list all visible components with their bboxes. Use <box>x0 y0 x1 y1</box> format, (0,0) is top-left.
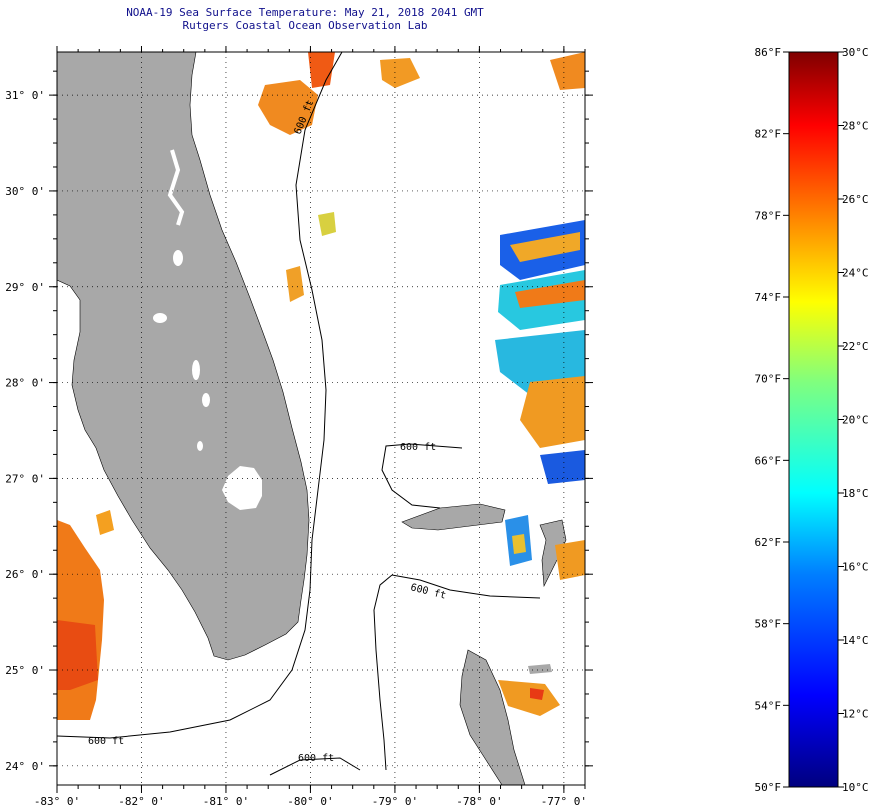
map-subtitle: Rutgers Coastal Ocean Observation Lab <box>182 19 428 32</box>
lat-tick-label: 30° 0' <box>5 185 45 198</box>
lon-tick-label: -80° 0' <box>287 795 333 808</box>
colorbar-label-c: 20°C <box>842 414 869 427</box>
isobath-label: 600 ft <box>88 736 124 747</box>
sst-patch <box>510 232 580 262</box>
isobath-bahamas-south <box>373 574 393 771</box>
colorbar-label-f: 86°F <box>755 46 782 59</box>
colorbar-labels: 86°F 82°F 78°F 74°F 70°F 66°F 62°F 58°F 54°F 50°F… <box>755 46 869 794</box>
lon-tick-label: -78° 0' <box>456 795 502 808</box>
lat-tick-label: 25° 0' <box>5 664 45 677</box>
map-frame <box>56 51 586 786</box>
colorbar-label-c: 30°C <box>842 46 869 59</box>
graticule <box>57 52 585 785</box>
colorbar-label-f: 62°F <box>755 536 782 549</box>
sst-patch <box>540 450 585 484</box>
colorbar-label-f: 66°F <box>755 454 782 467</box>
lat-tick-label: 26° 0' <box>5 568 45 581</box>
sst-patch-north <box>258 80 318 135</box>
colorbar-label-f: 82°F <box>755 128 782 141</box>
sst-patch <box>555 540 585 580</box>
lake <box>202 393 210 407</box>
colorbar-label-c: 28°C <box>842 120 869 133</box>
isobath-bahamas-north <box>381 443 463 509</box>
sst-patch <box>530 688 544 700</box>
andros-island <box>459 649 526 785</box>
lat-tick-label: 28° 0' <box>5 377 45 390</box>
lat-tick-label: 27° 0' <box>5 472 45 485</box>
lon-tick-label: -81° 0' <box>203 795 249 808</box>
lake <box>173 250 183 266</box>
lon-tick-label: -82° 0' <box>118 795 164 808</box>
lake <box>192 360 200 380</box>
colorbar-label-c: 18°C <box>842 487 869 500</box>
axis-labels: -83° 0' -82° 0' -81° 0' -80° 0' -79° 0' -78° … <box>5 89 587 808</box>
colorbar-label-c: 10°C <box>842 781 869 794</box>
isobath-label: 600 ft <box>400 442 436 453</box>
isobath-florida-shelf <box>57 52 343 739</box>
sst-patch <box>318 212 336 236</box>
lon-tick-label: -79° 0' <box>372 795 418 808</box>
lon-tick-label: -83° 0' <box>34 795 80 808</box>
lat-tick-label: 29° 0' <box>5 281 45 294</box>
colorbar-label-f: 78°F <box>755 209 782 222</box>
colorbar-label-c: 12°C <box>842 708 869 721</box>
sst-patch <box>286 266 304 302</box>
colorbar-label-c: 24°C <box>842 267 869 280</box>
lon-tick-label: -77° 0' <box>541 795 587 808</box>
bahama-cay <box>528 664 552 674</box>
grand-bahama-island <box>401 503 506 531</box>
colorbar-label-c: 14°C <box>842 634 869 647</box>
lake <box>197 441 203 451</box>
colorbar-label-f: 50°F <box>755 781 782 794</box>
sst-patch-gulf-warm <box>57 620 98 690</box>
sst-patch <box>550 52 585 90</box>
isobath-segment <box>391 574 541 599</box>
colorbar-label-f: 54°F <box>755 699 782 712</box>
sst-patch <box>380 58 420 88</box>
colorbar-label-c: 22°C <box>842 340 869 353</box>
sst-patch <box>512 534 526 554</box>
colorbar-label-f: 58°F <box>755 618 782 631</box>
isobath-label: 600 ft <box>298 753 334 764</box>
colorbar <box>788 51 839 788</box>
isobath-segment <box>269 757 361 776</box>
abaco-island <box>539 519 567 588</box>
sst-patch <box>520 376 585 448</box>
sst-patch <box>96 510 114 535</box>
lake-okeechobee <box>222 466 262 510</box>
sst-patch <box>498 680 560 716</box>
sst-patch <box>308 52 335 88</box>
colorbar-label-c: 16°C <box>842 561 869 574</box>
map-title: NOAA-19 Sea Surface Temperature: May 21,… <box>126 6 484 19</box>
lat-tick-label: 24° 0' <box>5 760 45 773</box>
colorbar-label-f: 74°F <box>755 291 782 304</box>
lat-tick-label: 31° 0' <box>5 89 45 102</box>
colorbar-label-f: 70°F <box>755 373 782 386</box>
colorbar-label-c: 26°C <box>842 193 869 206</box>
lake <box>153 313 167 323</box>
river <box>167 149 185 226</box>
axis-ticks <box>49 46 593 793</box>
